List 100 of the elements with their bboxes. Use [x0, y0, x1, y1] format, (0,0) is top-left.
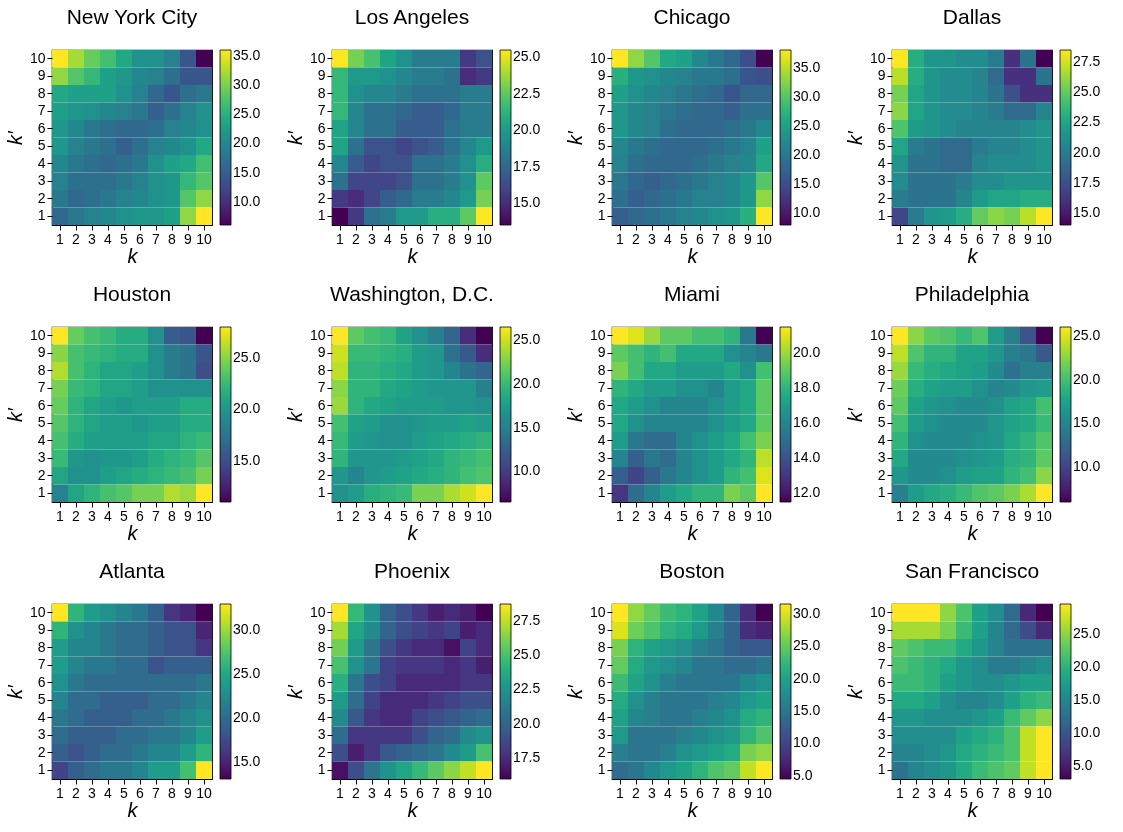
x-tick-label: 4	[664, 230, 673, 247]
x-axis-title: k	[967, 521, 979, 544]
x-tick-label: 6	[136, 230, 145, 247]
color-bar-label: 22.5	[513, 680, 541, 697]
x-tick-label: 2	[72, 507, 81, 524]
x-tick-label: 6	[976, 784, 985, 801]
x-tick-label: 8	[448, 230, 457, 247]
y-axis-title: k′	[3, 683, 26, 699]
y-tick-label: 2	[37, 189, 46, 206]
color-bar-label: 20.0	[513, 121, 541, 138]
x-tick-label: 7	[992, 507, 1001, 524]
y-tick-label: 3	[317, 172, 326, 189]
x-tick-label: 9	[1024, 784, 1033, 801]
x-tick-label: 9	[184, 507, 193, 524]
y-tick-label: 5	[877, 414, 886, 431]
y-tick-label: 5	[37, 137, 46, 154]
y-tick-label: 8	[317, 638, 326, 655]
y-tick-label: 5	[317, 414, 326, 431]
y-tick-label: 5	[37, 414, 46, 431]
y-tick-label: 10	[589, 603, 606, 620]
y-tick-label: 7	[37, 656, 46, 673]
color-bar-label: 25.0	[1073, 624, 1101, 641]
x-tick-label: 5	[120, 784, 129, 801]
x-tick-label: 5	[680, 784, 689, 801]
y-tick-label: 9	[877, 67, 886, 84]
x-tick-label: 1	[616, 784, 625, 801]
x-axis-title: k	[127, 798, 139, 821]
x-tick-label: 10	[476, 230, 492, 247]
y-tick-label: 2	[37, 743, 46, 760]
y-axis-title: k′	[843, 683, 866, 699]
color-bar-label: 10.0	[513, 462, 541, 479]
y-tick-label: 7	[597, 379, 606, 396]
color-bar-label: 15.0	[233, 163, 261, 180]
x-tick-label: 5	[960, 230, 969, 247]
y-tick-label: 10	[29, 326, 46, 343]
color-bar-label: 30.0	[793, 87, 821, 104]
y-tick-label: 1	[37, 761, 46, 778]
color-bar-label: 20.0	[1073, 657, 1101, 674]
y-axis-title: k′	[843, 406, 866, 422]
chart-title: Phoenix	[374, 559, 451, 582]
y-tick-label: 3	[317, 726, 326, 743]
y-tick-label: 5	[877, 137, 886, 154]
x-tick-label: 6	[136, 507, 145, 524]
x-tick-label: 8	[168, 507, 177, 524]
y-tick-label: 9	[37, 621, 46, 638]
x-tick-label: 2	[632, 507, 641, 524]
x-tick-label: 10	[476, 507, 492, 524]
x-tick-label: 7	[712, 507, 721, 524]
y-tick-label: 1	[877, 484, 886, 501]
x-tick-label: 5	[400, 784, 409, 801]
y-tick-label: 7	[37, 102, 46, 119]
y-tick-label: 8	[877, 638, 886, 655]
y-tick-label: 8	[37, 84, 46, 101]
y-tick-label: 3	[877, 449, 886, 466]
x-tick-label: 3	[648, 784, 657, 801]
x-tick-label: 7	[152, 507, 161, 524]
color-bar-label: 14.0	[793, 449, 821, 466]
y-tick-label: 6	[597, 396, 606, 413]
y-tick-label: 5	[597, 414, 606, 431]
chart-title: Philadelphia	[914, 282, 1030, 305]
x-tick-label: 10	[196, 230, 212, 247]
y-tick-label: 5	[597, 691, 606, 708]
y-tick-label: 6	[37, 673, 46, 690]
y-tick-label: 10	[29, 49, 46, 66]
x-tick-label: 2	[912, 230, 921, 247]
x-tick-label: 8	[1008, 784, 1017, 801]
x-tick-label: 9	[464, 507, 473, 524]
x-tick-label: 1	[56, 784, 65, 801]
y-tick-label: 1	[597, 761, 606, 778]
chart-title: San Francisco	[904, 559, 1040, 582]
color-bar-label: 25.0	[233, 348, 261, 365]
color-bar-label: 20.0	[1073, 370, 1101, 387]
x-tick-label: 2	[352, 230, 361, 247]
color-bar-label: 20.0	[793, 344, 821, 361]
x-tick-label: 5	[960, 784, 969, 801]
x-tick-label: 9	[744, 784, 753, 801]
y-tick-label: 7	[317, 379, 326, 396]
y-tick-label: 4	[597, 154, 606, 171]
y-tick-label: 6	[877, 119, 886, 136]
color-bar-label: 15.0	[1073, 414, 1101, 431]
x-tick-label: 10	[196, 507, 212, 524]
x-tick-label: 9	[1024, 507, 1033, 524]
y-axis-title: k′	[283, 406, 306, 422]
x-tick-label: 8	[728, 784, 737, 801]
color-bar-label: 20.0	[233, 400, 261, 417]
color-bar-label: 5.0	[793, 766, 813, 783]
y-tick-label: 2	[877, 189, 886, 206]
y-tick-label: 9	[317, 344, 326, 361]
y-tick-label: 2	[597, 189, 606, 206]
x-tick-label: 2	[72, 784, 81, 801]
x-tick-label: 3	[368, 507, 377, 524]
y-axis-title: k′	[283, 683, 306, 699]
chart-title: Atlanta	[99, 559, 165, 582]
x-tick-label: 1	[56, 507, 65, 524]
x-tick-label: 6	[696, 230, 705, 247]
x-tick-label: 2	[632, 784, 641, 801]
y-tick-label: 8	[317, 361, 326, 378]
x-tick-label: 5	[120, 230, 129, 247]
x-tick-label: 10	[1036, 784, 1052, 801]
y-tick-label: 6	[597, 673, 606, 690]
